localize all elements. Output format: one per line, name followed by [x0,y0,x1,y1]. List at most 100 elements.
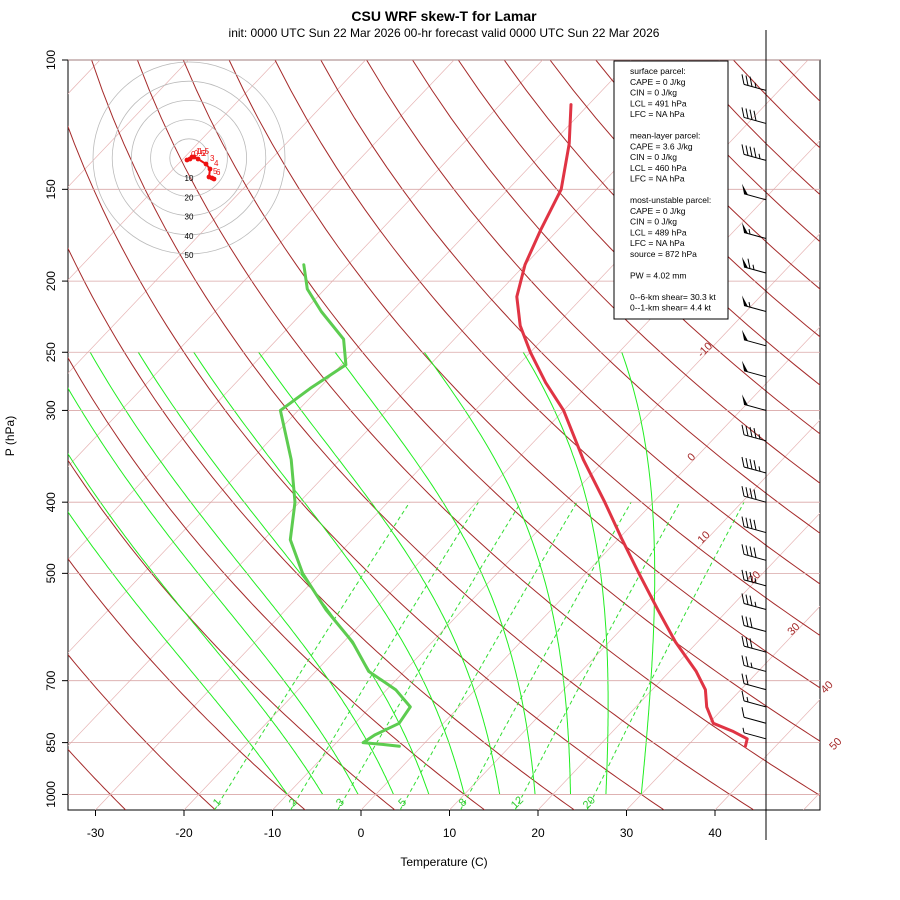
wind-barb [742,183,767,201]
mixing-ratio-label: 20 [581,794,598,811]
dry-adiabat [68,356,486,810]
y-tick-label: 300 [44,400,58,420]
wind-barb-shaft [743,116,767,124]
wind-barb-flag [745,545,749,556]
wind-barb-flag [741,569,745,580]
mixing-ratio-line [586,501,745,810]
moist-adiabat [522,352,609,795]
isotherm-line [68,60,189,188]
mixing-ratio-line [290,501,479,810]
moist-adiabat [68,511,288,795]
parcel-info-line: LFC = NA hPa [630,174,685,184]
wind-barb-half-flag [754,601,757,607]
wind-barb-pennant [742,183,748,195]
moist-adiabat [423,352,571,795]
wind-barb [741,424,767,442]
isotherm-line [449,419,820,810]
parcel-info-line: CAPE = 0 J/kg [630,206,686,216]
wind-barb [741,486,767,503]
parcel-info-line: CAPE = 0 J/kg [630,77,686,87]
moist-adiabat [621,352,656,795]
wind-barb-flag [749,571,753,583]
parcel-info-line: most-unstable parcel: [630,195,711,205]
wind-barb-flag [753,110,757,121]
wind-barbs [741,74,767,740]
dry-adiabat [182,60,820,742]
parcel-info-line: LCL = 460 hPa [630,163,687,173]
isotherm-line [68,60,278,281]
wind-barb-shaft [743,732,767,740]
dry-adiabat [871,60,900,810]
hodograph-point-label: 5 [213,167,218,176]
wind-barb-shaft [743,625,767,632]
y-tick-label: 100 [44,50,58,70]
isotherm-label: 40 [819,679,836,696]
y-tick-label: 250 [44,342,58,362]
hodograph-point-label: 1 [196,147,201,156]
wind-barb-pennant [742,394,748,406]
wind-barb-pennant [742,257,748,269]
dry-adiabat [68,247,575,810]
wind-barb-flag [745,145,749,156]
mixing-ratio-line [460,501,632,810]
hodograph-ring [150,119,228,197]
isotherm-line [626,605,820,810]
wind-barb [741,593,767,610]
wind-barb-flag [745,487,749,498]
wind-barb-half-flag [754,82,757,88]
temperature-trace [515,103,749,748]
mixing-ratio-label: 8 [457,796,470,809]
wind-barb-pennant [742,222,748,234]
hodograph-point [211,176,217,182]
chart-subtitle: init: 0000 UTC Sun 22 Mar 2026 00-hr for… [229,26,660,40]
hodograph-ring [130,100,247,216]
hodograph-point-label: 0.5 [194,149,206,158]
wind-barb-flag [741,424,745,435]
wind-barb-half-flag [750,662,753,668]
dry-adiabat [68,459,396,810]
isotherm-line [360,326,820,810]
hodograph-ring-label: 20 [185,193,194,202]
moist-adiabat [68,387,359,795]
mixing-ratio-label: 5 [396,796,409,809]
hodograph-ring-label: 30 [185,213,194,222]
moist-adiabat [68,452,324,795]
wind-barb-half-flag [742,727,745,733]
dry-adiabat [733,60,820,149]
y-tick-label: 500 [44,563,58,583]
wind-barb [742,222,767,239]
parcel-info-line: LCL = 489 hPa [630,227,687,237]
wind-barb-flag [741,673,745,684]
wind-barb-half-flag [752,264,755,270]
hodograph-point-label: 0 [191,150,196,159]
wind-barb-flag [749,546,753,557]
wind-barb-shaft [743,495,767,503]
wind-barb [741,615,767,632]
hodograph-ring [92,61,286,255]
wind-barb-flag [745,674,749,685]
wind-barb-pennant [742,295,748,307]
dry-adiabat [68,125,665,810]
hodograph-ring [111,80,267,236]
isotherm-line [714,698,820,810]
profiles [278,103,749,748]
wind-barb [741,655,767,672]
wind-barb-shaft [743,83,767,91]
wind-barb-half-flag [754,578,757,584]
y-tick-label: 850 [44,732,58,752]
dry-adiabat [412,60,820,484]
wind-barb [741,707,767,724]
wind-barb-shaft [743,434,767,442]
wind-barb-flag [753,519,757,530]
moist-adiabat [89,352,394,795]
y-tick-label: 1000 [44,781,58,808]
wind-barb-flag [753,428,757,439]
wind-barb [741,74,767,91]
moist-adiabat [193,352,465,795]
dry-adiabats [68,60,900,810]
wind-barb-flag [749,146,753,157]
wind-barb-flag [741,486,745,497]
wind-barb-flag [753,547,757,558]
